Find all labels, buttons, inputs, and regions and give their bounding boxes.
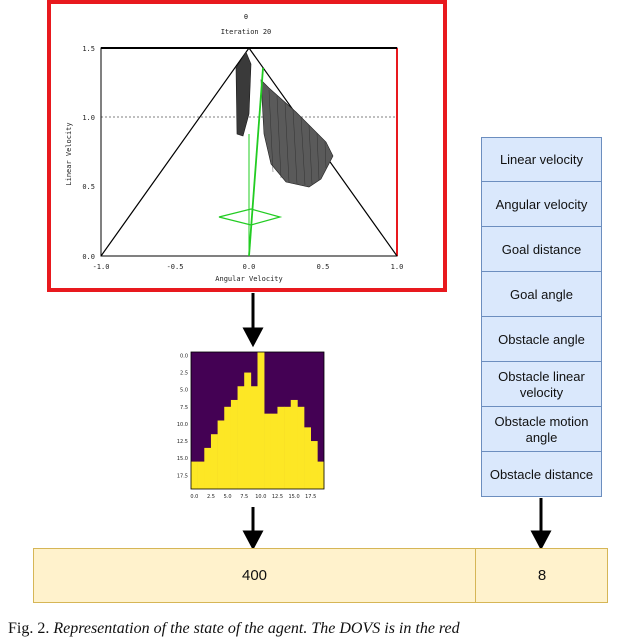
free-column [224,406,232,489]
feature-item: Obstacle linear velocity [482,363,601,407]
feature-list: Linear velocity Angular velocity Goal dist… [481,137,602,497]
occupancy-y-tick-label: 7.5 [180,405,188,411]
arrow-head [242,530,264,551]
dovs-plot: θ Iteration 20 1.5 1.0 0.5 [65,13,404,283]
occupancy-x-tick-label: 10.0 [255,494,266,500]
plot-subtitle: Iteration 20 [221,28,272,36]
occupancy-grid [191,352,325,489]
occupancy-y-tick-label: 10.0 [177,422,188,428]
y-tick-label: 1.5 [82,45,95,53]
output-divider [475,549,476,602]
free-column [277,406,285,489]
free-column [204,447,212,489]
x-tick-labels: -1.0 -0.5 0.0 0.5 1.0 [93,263,404,271]
x-tick-label: -1.0 [93,263,110,271]
dovs-plot-frame: θ Iteration 20 1.5 1.0 0.5 [47,0,447,292]
free-column [250,386,258,489]
arrow-head [530,530,552,551]
obstacle-region-left [235,51,252,137]
feature-item: Obstacle angle [482,318,601,362]
occupancy-x-tick-label: 2.5 [207,494,215,500]
free-column [297,406,305,489]
obstacle-region-right [260,79,334,188]
y-tick-label: 1.0 [82,114,95,122]
feature-item: Goal distance [482,228,601,272]
free-column [310,441,318,489]
free-column [217,420,225,489]
occupancy-y-tick-label: 2.5 [180,371,188,377]
free-column [290,399,298,489]
free-column [317,461,325,489]
output-feature-count: 8 [537,567,547,584]
free-column [197,461,205,489]
plot-title: θ [244,13,248,21]
caption-text: Representation of the state of the agent… [53,620,460,637]
feature-item: Goal angle [482,273,601,317]
obstacle-hatching [268,89,327,186]
y-tick-labels: 1.5 1.0 0.5 0.0 [82,45,95,261]
occupancy-x-tick-label: 15.0 [289,494,300,500]
arrow-head [242,327,264,348]
occupancy-y-tick-label: 0.0 [180,353,188,359]
feature-item: Obstacle motion angle [482,408,601,452]
occupancy-x-tick-label: 17.5 [305,494,316,500]
free-column [284,406,292,489]
free-column [210,434,218,489]
free-column [191,461,198,489]
figure-caption: Fig. 2. Representation of the state of t… [8,620,640,638]
free-column [257,352,265,489]
free-column [230,399,238,489]
y-tick-label: 0.5 [82,183,95,191]
feature-item: Obstacle distance [489,467,594,482]
feature-item: Linear velocity [482,138,601,182]
caption-label: Fig. 2. [8,620,50,637]
free-column [237,386,245,489]
dynamic-window-triangle [100,46,398,257]
occupancy-x-tick-label: 0.0 [190,494,198,500]
occupancy-y-tick-label: 5.0 [180,388,188,394]
occupancy-y-tick-label: 12.5 [177,439,188,445]
occupancy-border [190,351,325,490]
x-tick-label: 0.5 [317,263,330,271]
occupancy-x-tick-label: 12.5 [272,494,283,500]
x-axis-label: Angular Velocity [215,275,282,283]
x-tick-label: 1.0 [391,263,404,271]
x-tick-label: -0.5 [167,263,184,271]
occupancy-y-tick-label: 17.5 [177,473,188,479]
occupancy-x-tick-label: 5.0 [224,494,232,500]
occupancy-y-tick-label: 15.0 [177,456,188,462]
free-column [244,372,252,489]
feature-item: Angular velocity [482,183,601,227]
free-column [264,413,272,489]
y-tick-label: 0.0 [82,253,95,261]
x-tick-label: 0.0 [243,263,256,271]
occupancy-y-ticks: 0.0 2.5 5.0 7.5 10.0 12.5 15.0 17.5 [177,353,188,479]
output-image-size: 400 [241,567,268,584]
y-axis-label: Linear Velocity [65,122,73,185]
free-column [270,413,278,489]
output-vector: 400 8 [33,548,608,603]
occupancy-x-ticks: 0.0 2.5 5.0 7.5 10.0 12.5 15.0 17.5 [190,494,316,500]
free-column [304,427,311,489]
occupancy-image: 0.0 2.5 5.0 7.5 10.0 12.5 15.0 17.5 0.0 2.5 5.0 7.… [177,351,325,500]
robot-footprint [218,208,283,226]
occupancy-x-tick-label: 7.5 [240,494,248,500]
